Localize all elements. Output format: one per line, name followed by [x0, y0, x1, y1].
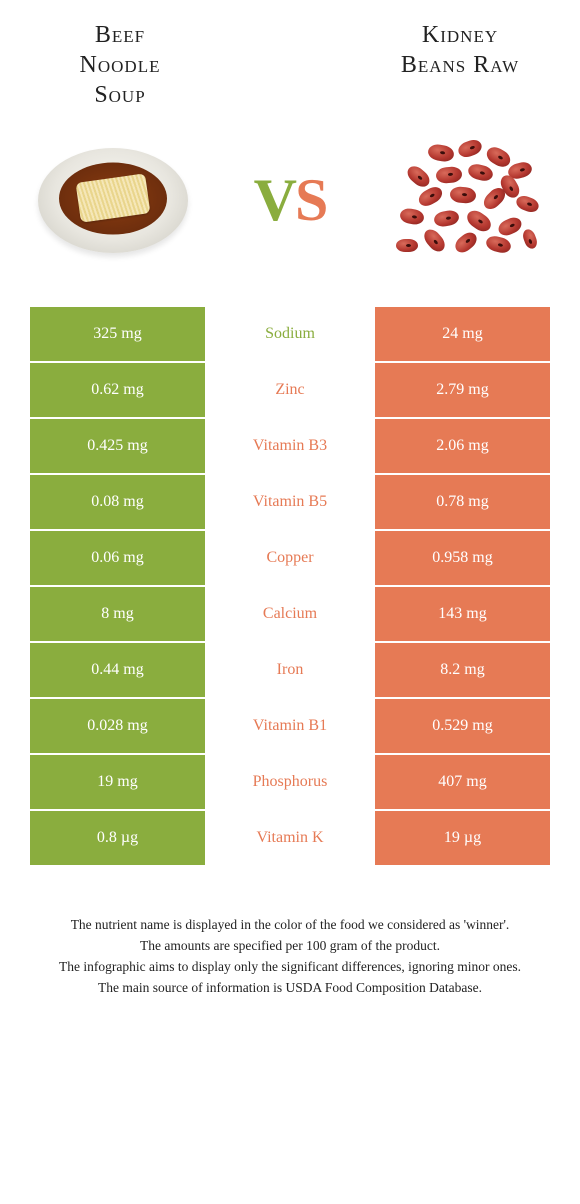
nutrient-name: Iron — [205, 643, 375, 697]
nutrient-name: Calcium — [205, 587, 375, 641]
footer-notes: The nutrient name is displayed in the co… — [30, 915, 550, 999]
right-value: 24 mg — [375, 307, 550, 361]
left-value: 325 mg — [30, 307, 205, 361]
left-value: 0.44 mg — [30, 643, 205, 697]
table-row: 8 mgCalcium143 mg — [30, 585, 550, 641]
left-value: 0.08 mg — [30, 475, 205, 529]
table-row: 325 mgSodium24 mg — [30, 305, 550, 361]
right-value: 2.79 mg — [375, 363, 550, 417]
left-value: 0.8 µg — [30, 811, 205, 865]
vs-v: V — [254, 166, 295, 235]
footer-line: The main source of information is USDA F… — [30, 978, 550, 999]
right-food-image — [385, 135, 550, 265]
footer-line: The infographic aims to display only the… — [30, 957, 550, 978]
table-row: 0.8 µgVitamin K19 µg — [30, 809, 550, 865]
table-row: 0.62 mgZinc2.79 mg — [30, 361, 550, 417]
nutrient-name: Vitamin B1 — [205, 699, 375, 753]
right-value: 0.529 mg — [375, 699, 550, 753]
footer-line: The amounts are specified per 100 gram o… — [30, 936, 550, 957]
left-value: 0.62 mg — [30, 363, 205, 417]
left-value: 0.028 mg — [30, 699, 205, 753]
left-value: 0.425 mg — [30, 419, 205, 473]
table-row: 0.08 mgVitamin B50.78 mg — [30, 473, 550, 529]
right-food-title: Kidney Beans Raw — [370, 20, 550, 80]
title-text: Soup — [94, 82, 145, 108]
images-row: VS — [30, 135, 550, 265]
left-value: 8 mg — [30, 587, 205, 641]
right-value: 0.78 mg — [375, 475, 550, 529]
footer-line: The nutrient name is displayed in the co… — [30, 915, 550, 936]
nutrient-name: Zinc — [205, 363, 375, 417]
left-food-title: Beef Noodle Soup — [30, 20, 210, 110]
nutrient-name: Phosphorus — [205, 755, 375, 809]
vs-s: S — [295, 166, 326, 235]
right-value: 2.06 mg — [375, 419, 550, 473]
right-value: 8.2 mg — [375, 643, 550, 697]
right-value: 143 mg — [375, 587, 550, 641]
nutrient-name: Vitamin B3 — [205, 419, 375, 473]
title-text: Kidney — [422, 22, 498, 48]
nutrient-name: Sodium — [205, 307, 375, 361]
right-value: 407 mg — [375, 755, 550, 809]
left-value: 0.06 mg — [30, 531, 205, 585]
table-row: 0.028 mgVitamin B10.529 mg — [30, 697, 550, 753]
right-value: 19 µg — [375, 811, 550, 865]
comparison-table: 325 mgSodium24 mg0.62 mgZinc2.79 mg0.425… — [30, 305, 550, 865]
table-row: 0.425 mgVitamin B32.06 mg — [30, 417, 550, 473]
title-text: Beef — [95, 22, 145, 48]
table-row: 19 mgPhosphorus407 mg — [30, 753, 550, 809]
nutrient-name: Copper — [205, 531, 375, 585]
nutrient-name: Vitamin B5 — [205, 475, 375, 529]
table-row: 0.44 mgIron8.2 mg — [30, 641, 550, 697]
title-text: Beans Raw — [401, 52, 519, 78]
table-row: 0.06 mgCopper0.958 mg — [30, 529, 550, 585]
title-text: Noodle — [80, 52, 161, 78]
left-food-image — [30, 135, 195, 265]
right-value: 0.958 mg — [375, 531, 550, 585]
header: Beef Noodle Soup Kidney Beans Raw — [30, 20, 550, 110]
vs-label: VS — [254, 166, 327, 235]
nutrient-name: Vitamin K — [205, 811, 375, 865]
left-value: 19 mg — [30, 755, 205, 809]
